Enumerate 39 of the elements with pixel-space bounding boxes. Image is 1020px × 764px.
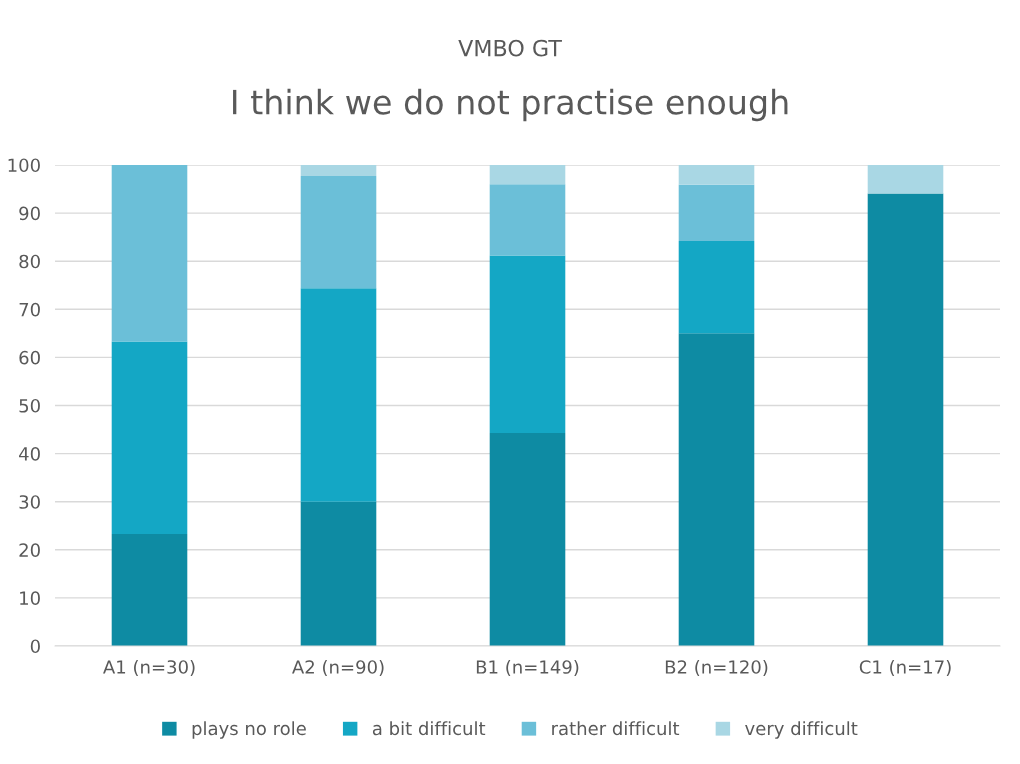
y-tick-label: 40 [19, 447, 40, 461]
x-tick-label: A2 (n=90) [292, 659, 384, 676]
bar [678, 333, 755, 646]
bar [489, 255, 566, 433]
bar [678, 184, 755, 241]
chart-subtitle: I think we do not practise enough [233, 88, 788, 122]
y-tick-label: 30 [19, 495, 40, 509]
bar [489, 165, 566, 185]
bar [678, 241, 755, 334]
y-tick-label: 20 [19, 543, 40, 557]
legend-label: very difficult [745, 721, 858, 739]
legend-label: a bit difficult [372, 721, 486, 736]
y-tick-label: 100 [8, 158, 40, 173]
legend-label: plays no role [192, 721, 306, 739]
bar [489, 432, 566, 646]
chart-title: VMBO GT [458, 39, 562, 57]
bar [300, 165, 377, 177]
bar [300, 176, 377, 289]
bar [300, 501, 377, 646]
x-tick-label: B1 (n=149) [476, 659, 579, 676]
bar [111, 533, 188, 646]
x-tick-label: A1 (n=30) [103, 659, 195, 676]
bar [489, 184, 566, 256]
y-tick-label: 80 [19, 254, 40, 269]
y-tick-label: 50 [19, 398, 40, 413]
bar [678, 165, 755, 185]
y-tick-label: 60 [19, 350, 40, 365]
x-tick-label: C1 (n=17) [859, 659, 951, 676]
x-tick-label: B2 (n=120) [665, 659, 768, 676]
bar [111, 165, 188, 342]
bar [111, 341, 188, 534]
legend-label: rather difficult [552, 721, 680, 736]
y-tick-label: 90 [19, 206, 40, 221]
y-tick-label: 10 [20, 591, 40, 606]
y-tick-label: 70 [19, 302, 40, 317]
bar [300, 288, 377, 502]
bar [867, 193, 944, 646]
bar [867, 165, 944, 194]
y-tick-label: 0 [30, 639, 40, 654]
